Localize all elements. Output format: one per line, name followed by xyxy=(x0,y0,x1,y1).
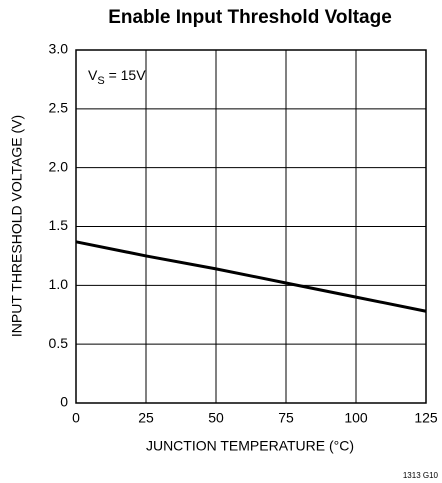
x-tick-label: 125 xyxy=(414,410,438,426)
y-tick-label: 2.0 xyxy=(49,158,69,174)
x-tick-label: 0 xyxy=(72,410,80,426)
x-tick-label: 25 xyxy=(138,410,154,426)
y-tick-label: 1.0 xyxy=(49,276,69,292)
y-tick-label: 0 xyxy=(60,394,68,410)
annotation-rest: = 15V xyxy=(105,67,147,83)
x-tick-label: 100 xyxy=(344,410,368,426)
annotation-text: V xyxy=(88,67,98,83)
y-tick-label: 1.5 xyxy=(49,217,69,233)
chart-title: Enable Input Threshold Voltage xyxy=(108,7,392,28)
x-axis-label: JUNCTION TEMPERATURE (°C) xyxy=(146,438,354,454)
plot-frame xyxy=(75,49,427,404)
y-axis-label: INPUT THRESHOLD VOLTAGE (V) xyxy=(9,115,25,337)
annotation: VS = 15V xyxy=(88,67,146,87)
y-tick-label: 0.5 xyxy=(49,335,69,351)
y-tick-label: 2.5 xyxy=(49,100,69,116)
data-line xyxy=(75,240,427,313)
x-tick-label: 75 xyxy=(278,410,294,426)
y-tick-label: 3.0 xyxy=(49,41,69,57)
footnote: 1313 G10 xyxy=(403,471,439,480)
annotation-sub: S xyxy=(97,75,104,87)
x-tick-label: 50 xyxy=(208,410,224,426)
